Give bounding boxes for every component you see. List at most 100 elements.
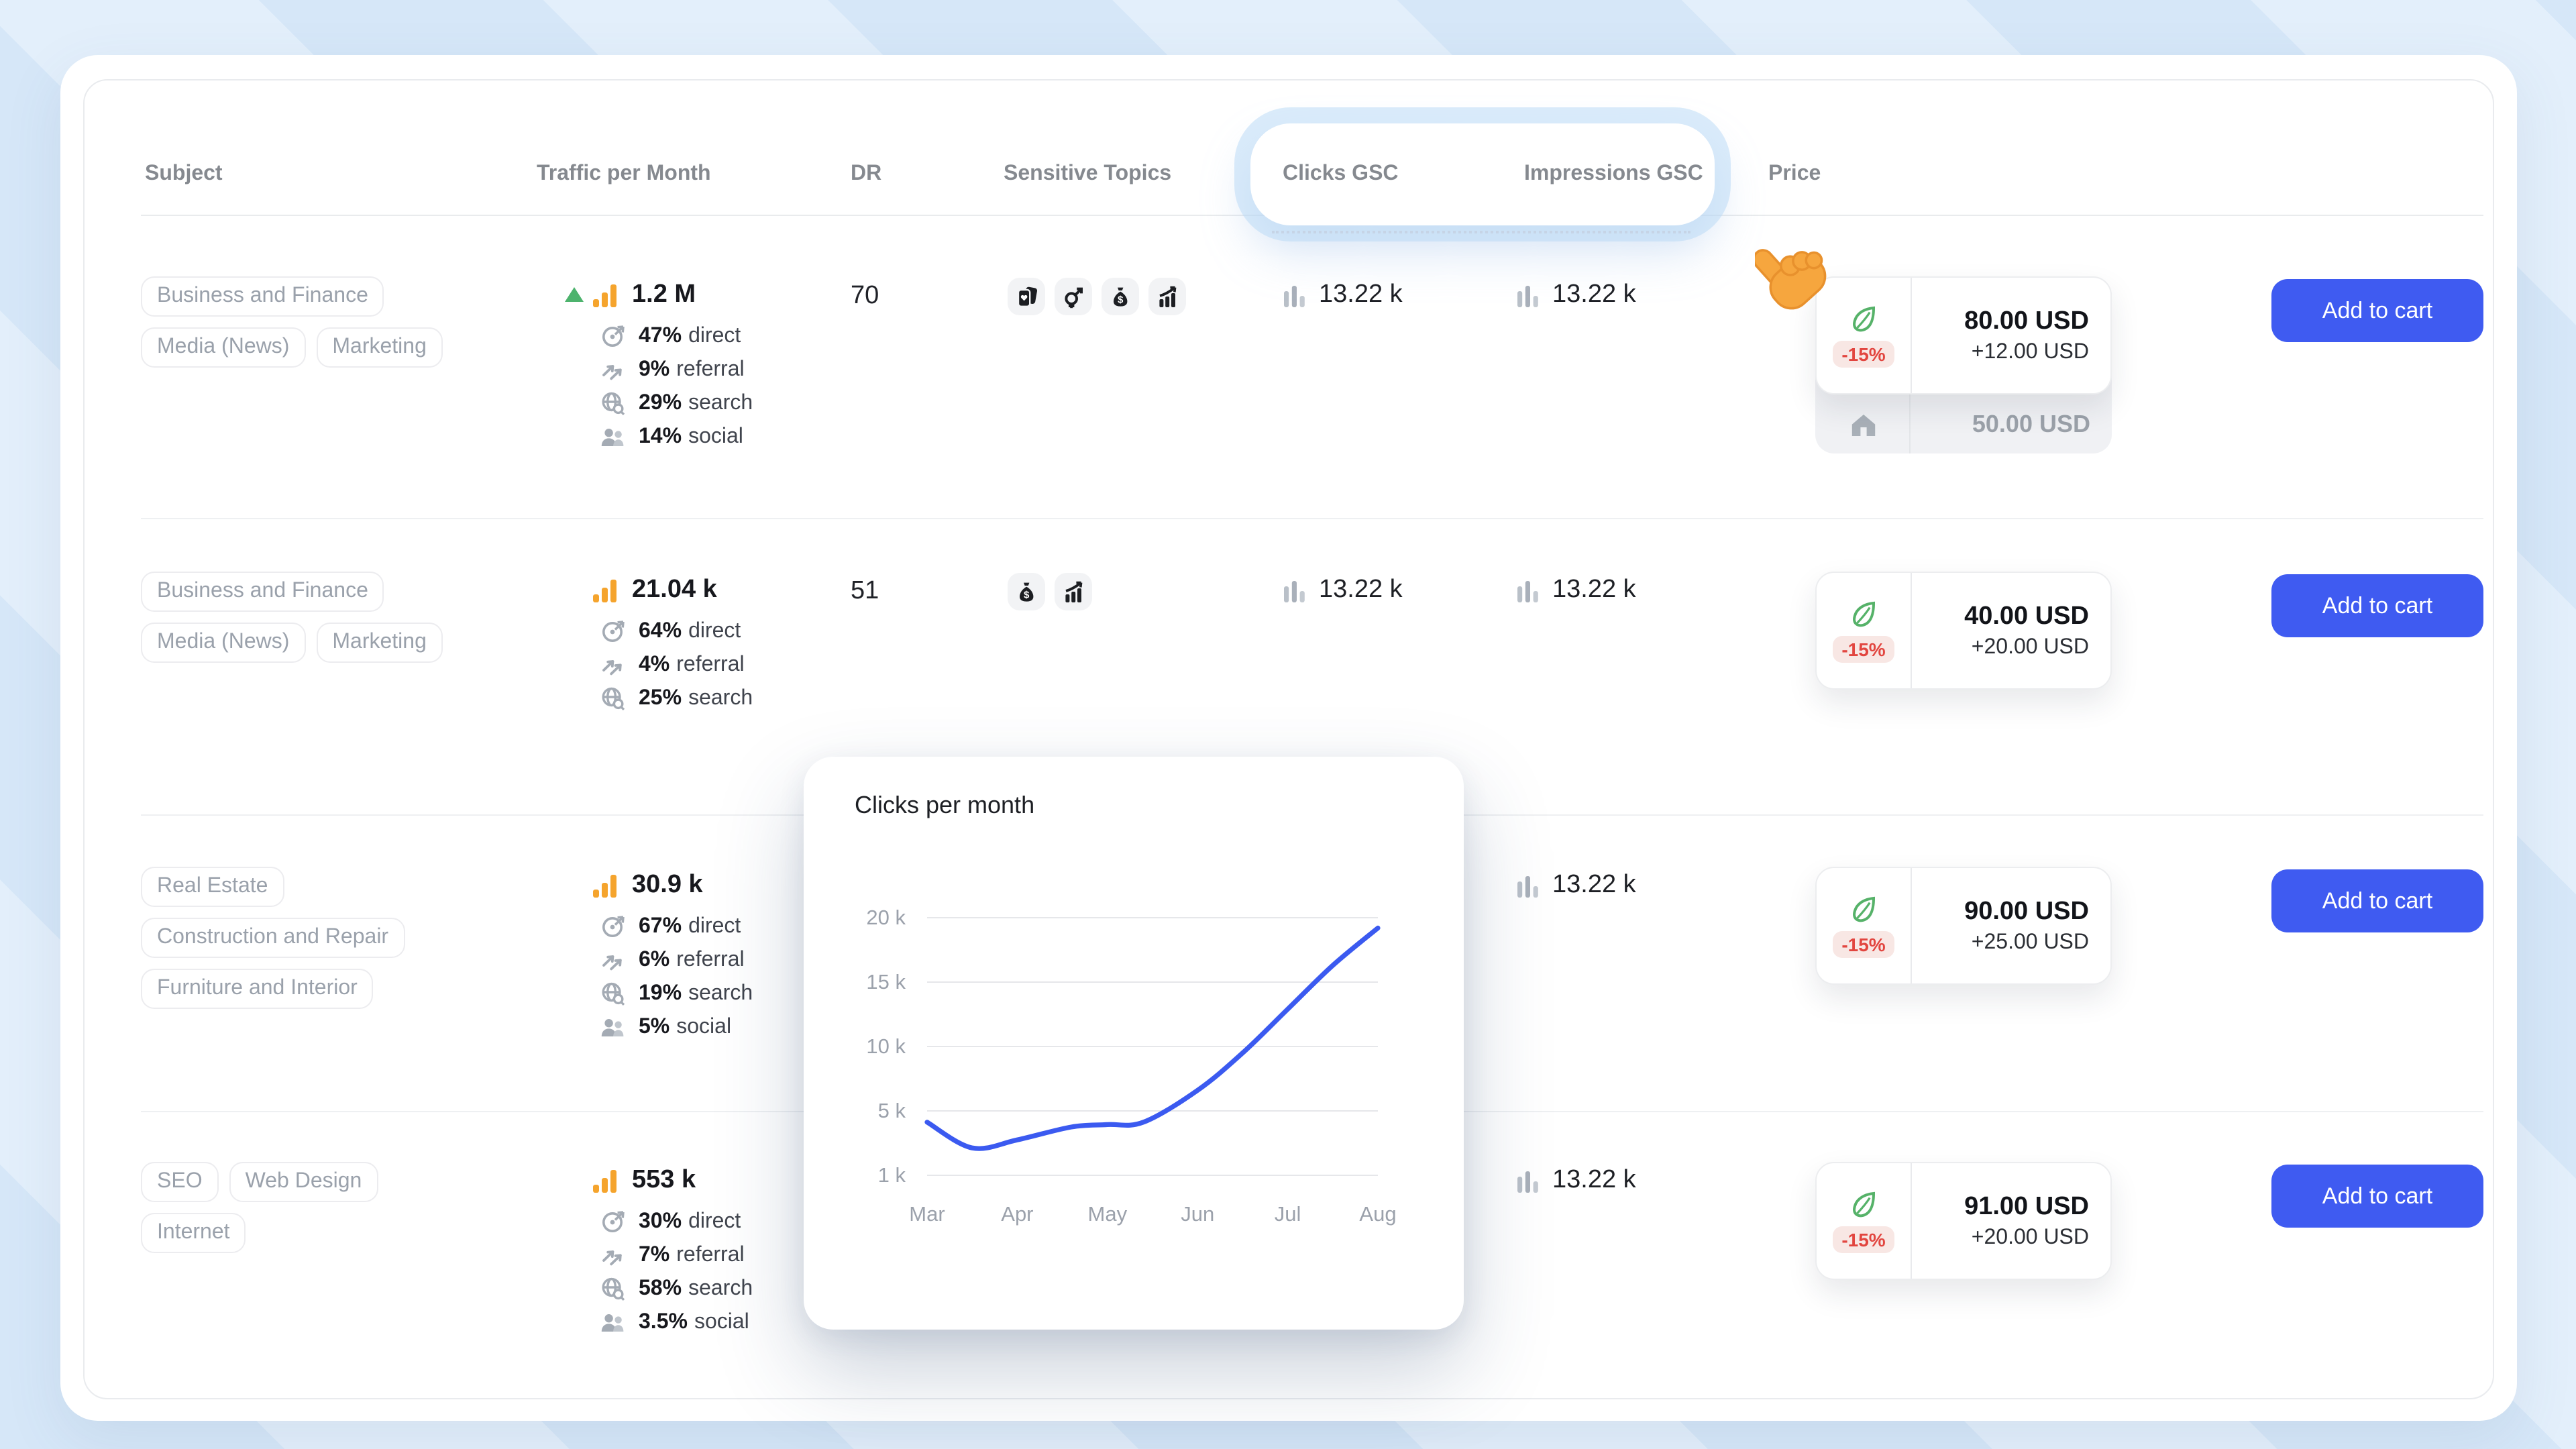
direct-channel-icon bbox=[602, 325, 625, 347]
impressions-gsc-value: 13.22 k bbox=[1552, 576, 1636, 604]
leaf-icon bbox=[1853, 307, 1875, 332]
channel-value: 30% bbox=[639, 1210, 682, 1232]
x-tick-label: May bbox=[1088, 1202, 1128, 1226]
impressions-gsc-cell[interactable]: 13.22 k bbox=[1516, 280, 1636, 310]
subject-tag: Web Design bbox=[229, 1162, 378, 1202]
price-card: -15% 80.00 USD +12.00 USD 50.00 USD bbox=[1815, 276, 2112, 453]
trading-chart-icon bbox=[1148, 278, 1186, 315]
channel-value: 3.5% bbox=[639, 1310, 688, 1333]
referral-channel-icon bbox=[602, 955, 622, 971]
discount-badge: -15% bbox=[1832, 1226, 1895, 1253]
impressions-gsc-cell[interactable]: 13.22 k bbox=[1516, 1166, 1636, 1195]
direct-channel-icon bbox=[602, 621, 625, 643]
clicks-popover: Clicks per month 20 k 15 k 10 k 5 k 1 k Mar Ap… bbox=[804, 757, 1464, 1330]
channel-label: social bbox=[688, 425, 743, 447]
impressions-gsc-cell[interactable]: 13.22 k bbox=[1516, 576, 1636, 605]
price-main: 40.00 USD bbox=[1964, 602, 2089, 630]
channel-value: 64% bbox=[639, 619, 682, 642]
gender-icon bbox=[1055, 278, 1092, 315]
y-tick-label: 20 k bbox=[866, 906, 906, 929]
y-tick-label: 5 k bbox=[878, 1099, 906, 1122]
traffic-total: 553 k bbox=[632, 1165, 696, 1193]
subject-tag: Marketing bbox=[316, 623, 443, 663]
search-channel-icon bbox=[602, 982, 625, 1006]
price-card: -15% 90.00 USD +25.00 USD bbox=[1815, 867, 2112, 985]
add-to-cart-button[interactable]: Add to cart bbox=[2271, 1165, 2483, 1228]
x-tick-label: Mar bbox=[909, 1202, 945, 1226]
leaf-icon bbox=[1853, 602, 1875, 627]
channel-label: direct bbox=[688, 619, 741, 642]
add-to-cart-button[interactable]: Add to cart bbox=[2271, 574, 2483, 637]
price-addon: +12.00 USD bbox=[1971, 340, 2089, 363]
column-header-topics: Sensitive Topics bbox=[1004, 162, 1172, 185]
clicks-gsc-value: 13.22 k bbox=[1319, 280, 1403, 309]
clicks-gsc-cell[interactable]: 13.22 k bbox=[1283, 576, 1403, 605]
analytics-icon bbox=[593, 579, 616, 602]
add-to-cart-button[interactable]: Add to cart bbox=[2271, 869, 2483, 932]
channel-label: direct bbox=[688, 324, 741, 347]
channel-label: referral bbox=[676, 1243, 745, 1266]
social-channel-icon bbox=[601, 429, 624, 446]
sensitive-topics-cell bbox=[1008, 573, 1092, 610]
discount-badge: -15% bbox=[1832, 931, 1895, 958]
price-main: 90.00 USD bbox=[1964, 897, 2089, 925]
traffic-total: 30.9 k bbox=[632, 870, 703, 898]
price-addon: +20.00 USD bbox=[1971, 1226, 2089, 1248]
price-card: -15% 91.00 USD +20.00 USD bbox=[1815, 1162, 2112, 1280]
add-to-cart-button[interactable]: Add to cart bbox=[2271, 279, 2483, 342]
subject-tag: Internet bbox=[141, 1213, 246, 1253]
subject-tag: Media (News) bbox=[141, 327, 306, 368]
subject-tags: Business and Finance Media (News) Market… bbox=[141, 572, 474, 663]
dr-value: 51 bbox=[851, 577, 879, 605]
channel-label: direct bbox=[688, 914, 741, 937]
money-bag-icon bbox=[1102, 278, 1139, 315]
table-row: Business and Finance Media (News) Market… bbox=[141, 276, 2483, 515]
row-divider bbox=[141, 518, 2483, 519]
mini-bars-icon bbox=[1517, 580, 1538, 602]
channel-label: referral bbox=[676, 653, 745, 676]
direct-channel-icon bbox=[602, 1211, 625, 1232]
discount-badge: -15% bbox=[1832, 341, 1895, 368]
x-tick-label: Jun bbox=[1181, 1202, 1214, 1226]
mini-bars-icon bbox=[1517, 1171, 1538, 1192]
impressions-gsc-cell[interactable]: 13.22 k bbox=[1516, 871, 1636, 900]
subject-tag: Furniture and Interior bbox=[141, 969, 374, 1009]
channel-value: 29% bbox=[639, 391, 682, 414]
x-tick-label: Aug bbox=[1359, 1202, 1396, 1226]
channel-label: search bbox=[688, 391, 753, 414]
channel-value: 14% bbox=[639, 425, 682, 447]
trend-spacer bbox=[565, 1173, 584, 1187]
y-tick-label: 1 k bbox=[878, 1163, 906, 1187]
traffic-cell: 21.04 k 64% direct 4% referral 25% search bbox=[565, 572, 753, 715]
x-tick-label: Apr bbox=[1001, 1202, 1033, 1226]
traffic-cell: 553 k 30% direct 7% referral 58% search 3.5… bbox=[565, 1162, 753, 1339]
playing-cards-icon bbox=[1008, 278, 1045, 315]
trend-up-icon bbox=[565, 287, 584, 302]
channel-value: 19% bbox=[639, 981, 682, 1004]
subject-tag: Real Estate bbox=[141, 867, 284, 907]
pointing-hand-icon bbox=[1755, 231, 1833, 317]
subject-tag: Media (News) bbox=[141, 623, 306, 663]
popover-title: Clicks per month bbox=[855, 792, 1035, 818]
channel-label: referral bbox=[676, 948, 745, 971]
clicks-series-line bbox=[924, 925, 1381, 1151]
clicks-gsc-value: 13.22 k bbox=[1319, 576, 1403, 604]
leaf-icon bbox=[1853, 1192, 1875, 1218]
x-tick-label: Jul bbox=[1275, 1202, 1301, 1226]
mini-bars-icon bbox=[1517, 285, 1538, 307]
table-row: Business and Finance Media (News) Market… bbox=[141, 572, 2483, 810]
channel-value: 5% bbox=[639, 1015, 670, 1038]
channel-value: 67% bbox=[639, 914, 682, 937]
social-channel-icon bbox=[601, 1019, 624, 1036]
search-channel-icon bbox=[602, 392, 625, 416]
analytics-icon bbox=[593, 874, 616, 897]
money-bag-icon bbox=[1008, 573, 1045, 610]
channel-value: 25% bbox=[639, 686, 682, 709]
channel-label: direct bbox=[688, 1210, 741, 1232]
trend-spacer bbox=[565, 877, 584, 892]
channel-value: 9% bbox=[639, 358, 670, 380]
channel-value: 4% bbox=[639, 653, 670, 676]
mini-bars-icon bbox=[1284, 580, 1305, 602]
clicks-gsc-cell[interactable]: 13.22 k bbox=[1283, 280, 1403, 310]
